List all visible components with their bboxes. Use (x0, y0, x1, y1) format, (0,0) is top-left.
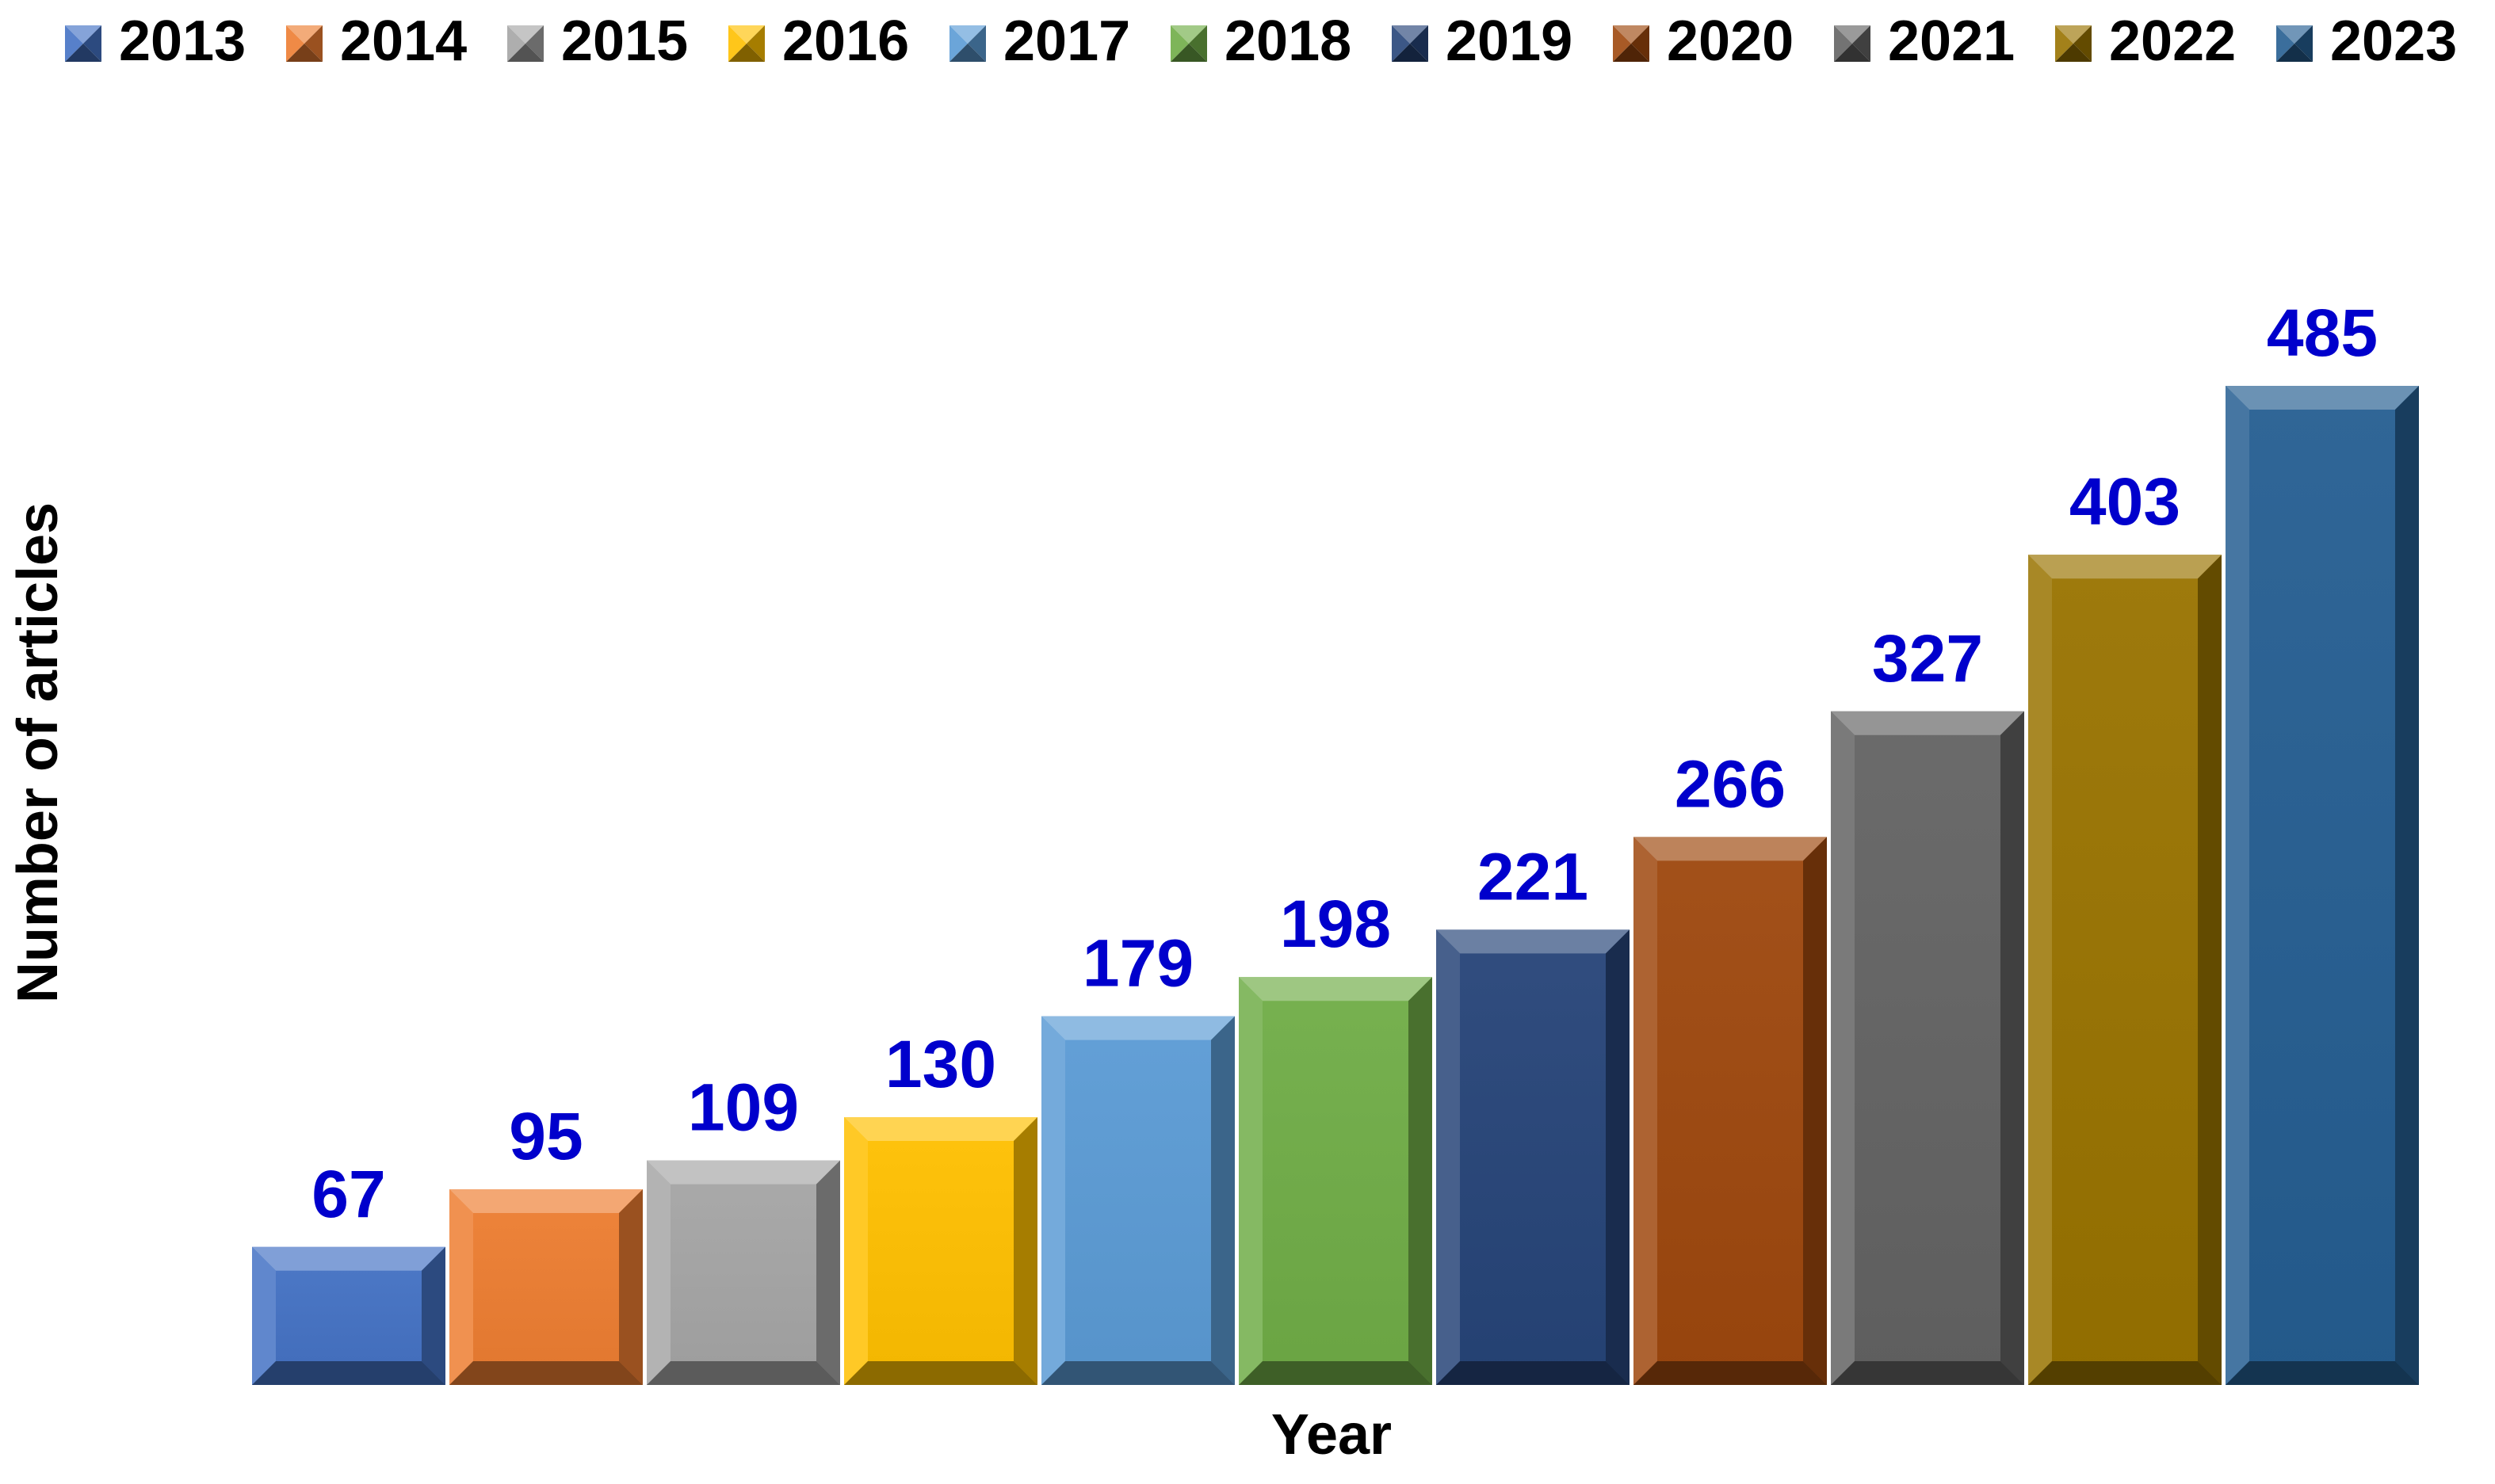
legend-swatch (1171, 25, 1207, 62)
legend-item-2013: 2013 (65, 10, 246, 73)
legend-label: 2020 (1667, 10, 1794, 73)
legend-item-2018: 2018 (1171, 10, 1351, 73)
bar-2023 (2226, 386, 2419, 1385)
legend-item-2014: 2014 (286, 10, 467, 73)
legend-item-2021: 2021 (1834, 10, 2015, 73)
chart-legend: 2013 2014 2015 2016 2017 2018 2019 2020 2021 2022… (65, 10, 2457, 73)
legend-item-2017: 2017 (949, 10, 1130, 73)
data-label-2016: 130 (885, 1027, 996, 1101)
legend-swatch (1392, 25, 1428, 62)
data-label-2021: 327 (1872, 621, 1983, 696)
bar-2019 (1436, 929, 1630, 1385)
data-label-2022: 403 (2069, 464, 2180, 539)
bar-2022 (2028, 555, 2222, 1386)
legend-item-2019: 2019 (1392, 10, 1572, 73)
bar-2020 (1633, 837, 1827, 1385)
legend-label: 2013 (119, 10, 246, 73)
legend-swatch (286, 25, 323, 62)
legend-swatch (2055, 25, 2092, 62)
legend-label: 2023 (2330, 10, 2457, 73)
legend-swatch (728, 25, 765, 62)
legend-swatch (65, 25, 101, 62)
bar-2018 (1239, 977, 1432, 1385)
data-label-2020: 266 (1675, 746, 1786, 821)
legend-item-2020: 2020 (1613, 10, 1794, 73)
legend-item-2022: 2022 (2055, 10, 2236, 73)
legend-label: 2018 (1225, 10, 1351, 73)
legend-label: 2016 (782, 10, 909, 73)
legend-item-2016: 2016 (728, 10, 909, 73)
legend-swatch (1613, 25, 1649, 62)
data-label-2013: 67 (311, 1157, 385, 1231)
x-axis-title: Year (1271, 1403, 1392, 1467)
legend-label: 2022 (2109, 10, 2236, 73)
data-label-2023: 485 (2267, 296, 2378, 370)
data-label-2018: 198 (1280, 887, 1391, 961)
legend-label: 2019 (1446, 10, 1572, 73)
legend-label: 2014 (340, 10, 467, 73)
bar-2013 (252, 1246, 445, 1385)
bar-2021 (1831, 711, 2024, 1385)
legend-swatch (507, 25, 544, 62)
legend-swatch (1834, 25, 1870, 62)
legend-item-2015: 2015 (507, 10, 688, 73)
bar-2016 (844, 1117, 1037, 1385)
value-labels: 67 95 109 130 179 198 221 266 327 403 485 (311, 296, 2378, 1231)
legend-label: 2015 (561, 10, 688, 73)
legend-swatch (949, 25, 986, 62)
y-axis-title: Number of articles (6, 502, 70, 1003)
data-label-2017: 179 (1083, 926, 1194, 1001)
data-label-2014: 95 (509, 1099, 583, 1173)
legend-label: 2017 (1003, 10, 1130, 73)
legend-item-2023: 2023 (2276, 10, 2457, 73)
bar-2017 (1041, 1016, 1235, 1385)
legend-label: 2021 (1888, 10, 2015, 73)
bars (252, 386, 2419, 1386)
bar-2015 (647, 1160, 840, 1385)
data-label-2015: 109 (688, 1070, 799, 1145)
bar-2014 (449, 1189, 643, 1385)
data-label-2019: 221 (1477, 839, 1588, 914)
legend-swatch (2276, 25, 2313, 62)
